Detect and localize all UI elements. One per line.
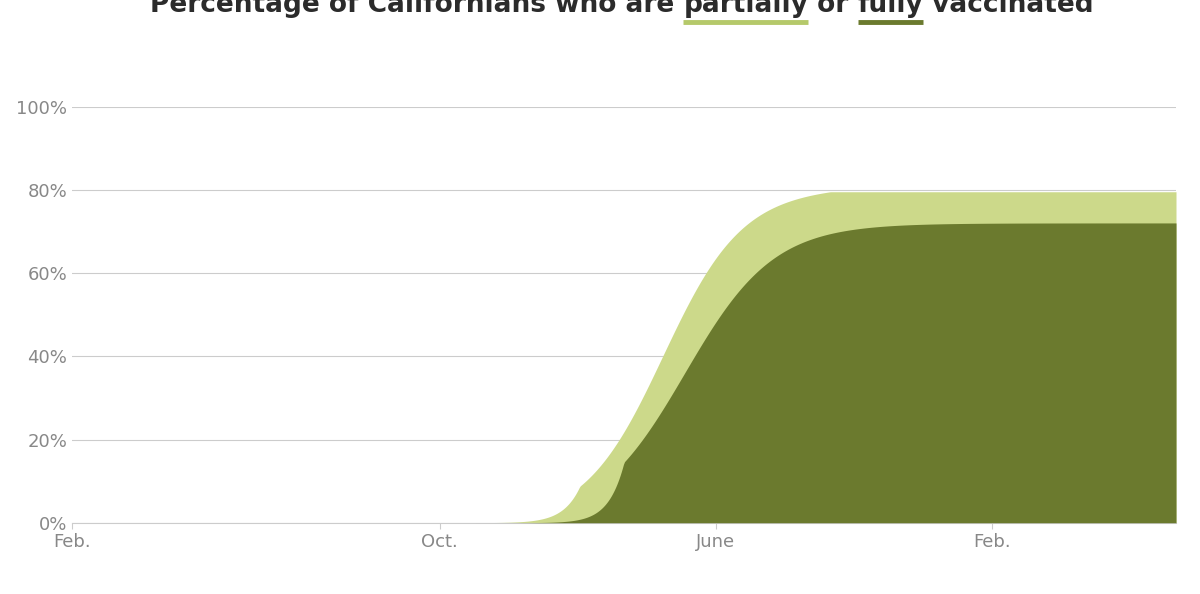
Text: Percentage of Californians who are: Percentage of Californians who are xyxy=(150,0,683,18)
Text: fully: fully xyxy=(858,0,923,18)
Text: partially: partially xyxy=(683,0,809,18)
Text: vaccinated: vaccinated xyxy=(923,0,1094,18)
Text: or: or xyxy=(809,0,858,18)
